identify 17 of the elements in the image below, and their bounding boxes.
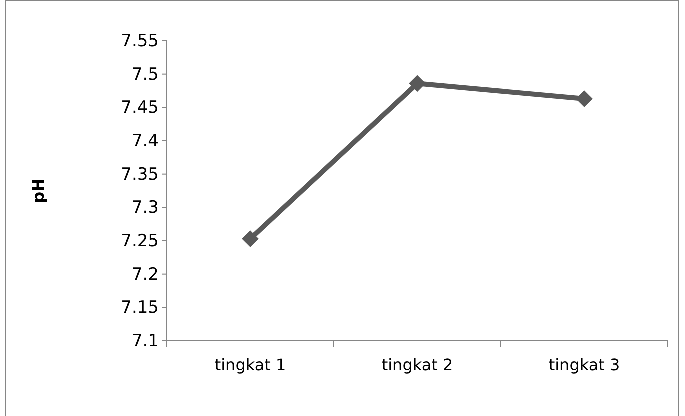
y-tick-label: 7.55 <box>121 31 159 52</box>
y-tick-label: 7.25 <box>121 231 159 252</box>
x-tick-label: tingkat 1 <box>214 355 286 374</box>
y-tick-label: 7.35 <box>121 164 159 185</box>
y-tick-label: 7.1 <box>132 331 159 352</box>
point <box>409 75 426 92</box>
y-tick-label: 7.3 <box>132 198 159 218</box>
y-tick-label: 7.15 <box>121 298 159 318</box>
y-tick-label: 7.45 <box>121 98 159 118</box>
point <box>576 90 593 108</box>
point <box>242 230 259 248</box>
y-tick-label: 7.2 <box>132 264 159 285</box>
y-tick-label: 7.5 <box>132 64 159 85</box>
x-tick-label: tingkat 2 <box>382 355 454 374</box>
x-tick-label: tingkat 3 <box>548 355 620 374</box>
y-tick-label: 7.4 <box>132 131 159 152</box>
y-axis-title: pH <box>29 178 48 204</box>
